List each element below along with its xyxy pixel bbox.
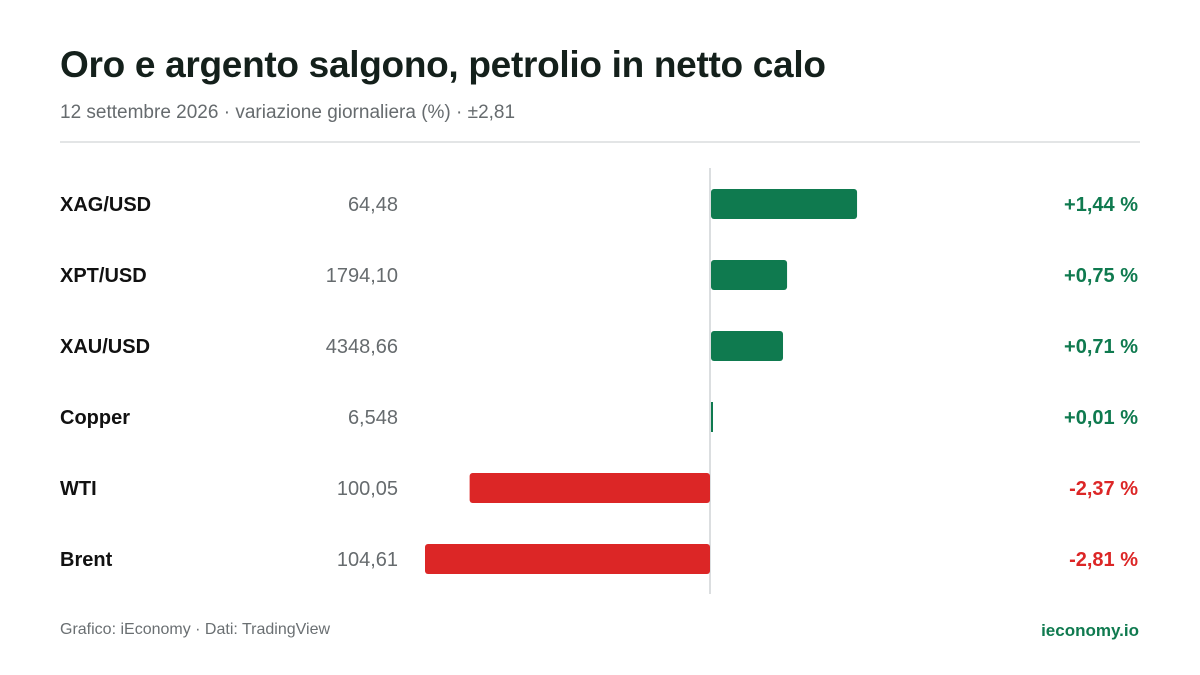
bar — [469, 473, 710, 503]
bar — [711, 402, 713, 432]
value-label: +0,75 % — [1064, 265, 1138, 287]
category-label: XPT/USD — [60, 265, 147, 287]
category-label: Copper — [60, 407, 130, 429]
category-label: XAU/USD — [60, 336, 150, 358]
bar — [711, 189, 858, 219]
bar — [711, 260, 788, 290]
source-credit: Grafico: iEconomy · Dati: TradingView — [60, 621, 331, 638]
price-label: 6,548 — [348, 407, 398, 429]
category-label: XAG/USD — [60, 194, 151, 216]
bar — [711, 331, 784, 361]
value-label: +0,01 % — [1064, 407, 1138, 429]
price-label: 64,48 — [348, 194, 398, 216]
value-label: +1,44 % — [1064, 194, 1138, 216]
price-label: 104,61 — [337, 549, 398, 571]
category-label: Brent — [60, 549, 113, 571]
price-label: 4348,66 — [326, 336, 398, 358]
brand-link[interactable]: ieconomy.io — [1041, 621, 1139, 640]
value-label: -2,81 % — [1069, 549, 1138, 571]
chart-subtitle: 12 settembre 2026 · variazione giornalie… — [60, 102, 516, 123]
category-label: WTI — [60, 478, 97, 500]
price-label: 1794,10 — [326, 265, 398, 287]
header-divider — [60, 141, 1140, 143]
chart-title: Oro e argento salgono, petrolio in netto… — [60, 44, 826, 85]
bar — [425, 544, 710, 574]
price-label: 100,05 — [337, 478, 398, 500]
value-label: -2,37 % — [1069, 478, 1138, 500]
value-label: +0,71 % — [1064, 336, 1138, 358]
